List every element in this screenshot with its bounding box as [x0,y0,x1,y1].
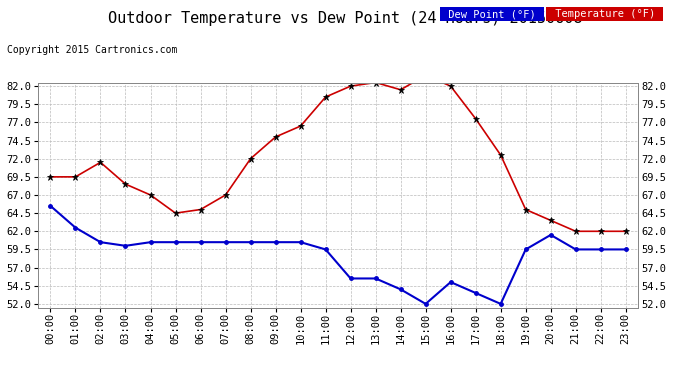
Text: Temperature (°F): Temperature (°F) [549,9,661,20]
Text: Outdoor Temperature vs Dew Point (24 Hours) 20150608: Outdoor Temperature vs Dew Point (24 Hou… [108,11,582,26]
Text: Dew Point (°F): Dew Point (°F) [442,9,542,20]
Text: Copyright 2015 Cartronics.com: Copyright 2015 Cartronics.com [7,45,177,55]
